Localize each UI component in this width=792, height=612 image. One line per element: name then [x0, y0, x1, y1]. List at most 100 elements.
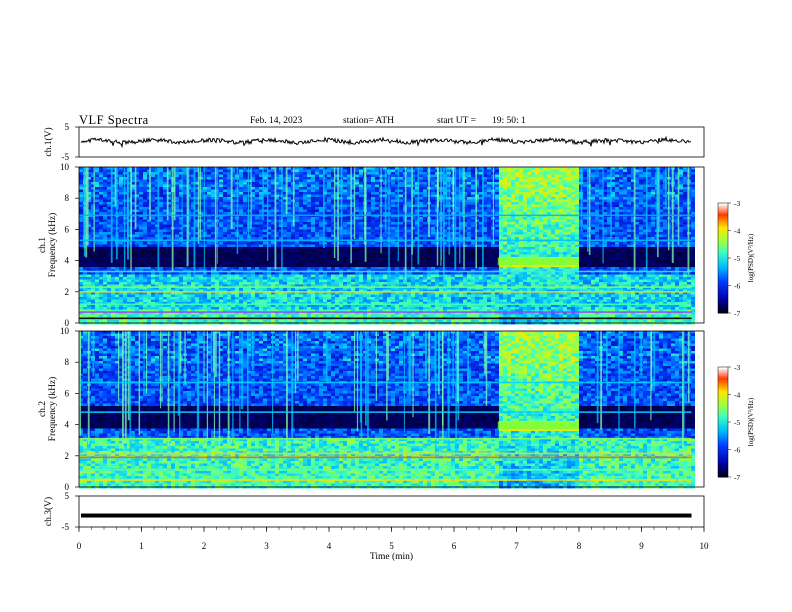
spec-cell — [307, 244, 311, 247]
spec-cell — [267, 264, 271, 267]
spec-cell — [323, 259, 327, 262]
spec-cell — [295, 219, 299, 222]
spec-cell — [259, 207, 263, 210]
spec-cell — [367, 279, 371, 282]
spec-cell — [239, 232, 243, 235]
spec-cell — [295, 319, 299, 322]
spec-cell — [327, 167, 331, 170]
spec-cell — [339, 304, 343, 307]
spec-cell — [87, 264, 91, 267]
spec-cell — [327, 314, 331, 317]
spec-cell — [391, 167, 395, 170]
spec-cell — [135, 212, 139, 215]
spec-cell — [79, 299, 83, 302]
spec-cell — [167, 197, 171, 200]
spec-cell — [367, 234, 371, 237]
spec-cell — [127, 292, 131, 295]
spec-cell — [271, 252, 275, 255]
spec-cell — [271, 212, 275, 215]
spec-cell — [107, 272, 111, 275]
spec-cell — [267, 249, 271, 252]
spec-cell — [283, 212, 287, 215]
spec-cell — [163, 272, 167, 275]
spec-cell — [383, 244, 387, 247]
spec-cell — [107, 244, 111, 247]
spec-cell — [383, 284, 387, 287]
spec-cell — [131, 309, 135, 312]
spec-cell — [267, 242, 271, 245]
spec-cell — [271, 259, 275, 262]
spec-cell — [99, 237, 103, 240]
spec-cell — [327, 299, 331, 302]
spec-cell — [371, 242, 375, 245]
spec-cell — [255, 299, 259, 302]
spec-cell — [335, 274, 339, 277]
spec-cell — [219, 247, 223, 250]
spec-cell — [275, 179, 279, 182]
spec-cell — [291, 232, 295, 235]
spec-cell — [395, 182, 399, 185]
spec-cell — [143, 184, 147, 187]
spec-cell — [219, 187, 223, 190]
spec-cell — [147, 302, 151, 305]
spec-cell — [375, 179, 379, 182]
spec-cell — [103, 267, 107, 270]
spec-cell — [391, 174, 395, 177]
spec-cell — [295, 209, 299, 212]
spec-cell — [315, 204, 319, 207]
spec-cell — [103, 264, 107, 267]
spec-cell — [139, 222, 143, 225]
spec-cell — [163, 177, 167, 180]
spec-cell — [79, 184, 83, 187]
spec-cell — [83, 297, 87, 300]
spec-cell — [207, 244, 211, 247]
spec-cell — [151, 244, 155, 247]
spec-cell — [183, 224, 187, 227]
spec-cell — [251, 257, 255, 260]
spec-cell — [223, 247, 227, 250]
spec-cell — [227, 297, 231, 300]
spec-cell — [211, 222, 215, 225]
spec-cell — [143, 174, 147, 177]
spec-cell — [183, 287, 187, 290]
spec-cell — [99, 184, 103, 187]
spec-cell — [135, 204, 139, 207]
spec-cell — [199, 309, 203, 312]
spec-cell — [395, 179, 399, 182]
spec-cell — [183, 309, 187, 312]
spec-cell — [171, 294, 175, 297]
spec-cell — [99, 254, 103, 257]
spec-cell — [79, 289, 83, 292]
spec-cell — [207, 247, 211, 250]
spec-cell — [271, 202, 275, 205]
spec-cell — [319, 299, 323, 302]
spec-cell — [251, 247, 255, 250]
spec-cell — [299, 169, 303, 172]
spec-cell — [179, 314, 183, 317]
spec-cell — [279, 237, 283, 240]
spec-cell — [371, 282, 375, 285]
spec-cell — [239, 299, 243, 302]
spec-cell — [275, 192, 279, 195]
spec-cell — [315, 312, 319, 315]
spec-cell — [299, 192, 303, 195]
spec-cell — [223, 312, 227, 315]
spec-cell — [367, 302, 371, 305]
plot-title: VLF Spectra — [79, 113, 149, 127]
spec-cell — [391, 314, 395, 317]
spec-cell — [303, 177, 307, 180]
spec-cell — [139, 217, 143, 220]
spec-cell — [87, 197, 91, 200]
spec-cell — [143, 247, 147, 250]
spec-cell — [255, 167, 259, 170]
spec-cell — [375, 247, 379, 250]
spec-cell — [131, 209, 135, 212]
spec-cell — [151, 179, 155, 182]
spec-cell — [91, 309, 95, 312]
spec-cell — [115, 277, 119, 280]
spec-cell — [119, 279, 123, 282]
spec-cell — [135, 252, 139, 255]
spec-cell — [367, 244, 371, 247]
spec-cell — [131, 249, 135, 252]
spec-cell — [335, 299, 339, 302]
